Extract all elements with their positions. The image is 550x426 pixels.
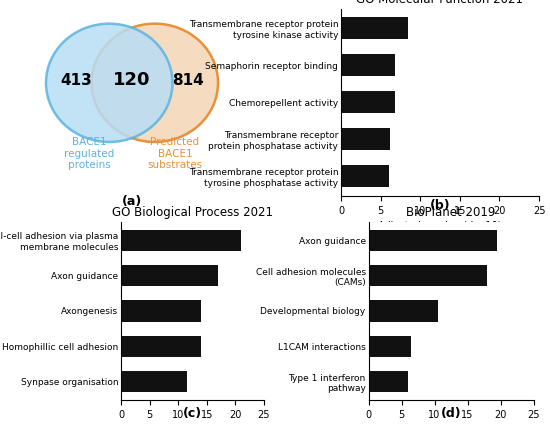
Bar: [368, 230, 497, 251]
Text: (c): (c): [183, 408, 202, 420]
Title: GO Molecular Function 2021: GO Molecular Function 2021: [356, 0, 524, 6]
Bar: [121, 230, 241, 251]
Circle shape: [46, 24, 173, 142]
Circle shape: [91, 24, 218, 142]
Bar: [341, 17, 408, 39]
Bar: [121, 371, 187, 392]
Bar: [368, 300, 438, 322]
Bar: [121, 336, 201, 357]
Bar: [341, 91, 395, 113]
Text: BACE1
regulated
proteins: BACE1 regulated proteins: [64, 137, 114, 170]
Text: (b): (b): [430, 199, 450, 212]
Title: GO Biological Process 2021: GO Biological Process 2021: [112, 206, 273, 219]
Bar: [368, 265, 487, 286]
Bar: [341, 54, 395, 76]
Bar: [341, 165, 388, 187]
Bar: [368, 371, 408, 392]
Bar: [341, 128, 390, 150]
Bar: [368, 336, 411, 357]
Bar: [121, 265, 218, 286]
Bar: [121, 300, 201, 322]
Text: 120: 120: [113, 72, 151, 89]
X-axis label: Adjusted p-value (-log10): Adjusted p-value (-log10): [378, 221, 502, 231]
Title: BioPlanet 2019: BioPlanet 2019: [406, 206, 496, 219]
Text: 814: 814: [172, 73, 204, 88]
Text: (d): (d): [441, 408, 461, 420]
Text: (a): (a): [122, 195, 142, 207]
Text: Predicted
BACE1
substrates: Predicted BACE1 substrates: [147, 137, 202, 170]
Text: 413: 413: [60, 73, 92, 88]
